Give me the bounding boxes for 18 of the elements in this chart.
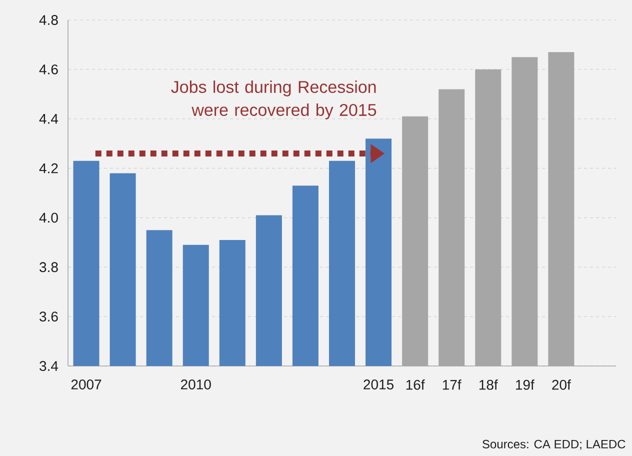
y-tick-label: 3.6 xyxy=(40,312,58,322)
x-tick-label: 18f xyxy=(479,380,498,390)
source-note: Sources: CA EDD; LAEDC xyxy=(482,440,626,450)
annotation: Jobs lost during Recession were recovered by 2015 xyxy=(171,80,376,120)
x-tick-label: 2010 xyxy=(181,380,211,390)
x-tick-label: 16f xyxy=(406,380,425,390)
y-tick-label: 4.8 xyxy=(39,15,58,25)
y-tick-label: 4.0 xyxy=(39,212,58,223)
y-tick-label: 4.4 xyxy=(39,114,58,124)
y-tick-label: 3.4 xyxy=(40,361,58,371)
x-tick-label: 17f xyxy=(442,380,462,390)
y-tick-label: 4.6 xyxy=(39,64,58,74)
y-tick-label: 3.8 xyxy=(40,262,58,272)
x-tick-label: 19f xyxy=(516,380,534,390)
y-tick-label: 4.2 xyxy=(39,163,58,174)
x-tick-label: 2015 xyxy=(364,380,394,390)
x-tick-label: 2007 xyxy=(71,380,102,390)
x-tick-label: 20f xyxy=(552,380,571,390)
